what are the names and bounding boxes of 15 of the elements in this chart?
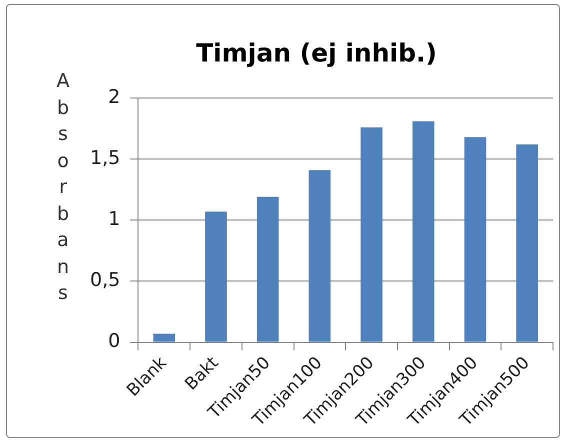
bar	[205, 212, 227, 342]
chart-title: Timjan (ej inhib.)	[196, 38, 437, 68]
y-tick-label: 1	[108, 208, 120, 230]
bar	[153, 334, 176, 342]
bar	[412, 121, 434, 342]
bar	[308, 170, 331, 342]
bar	[256, 196, 279, 342]
y-tick-label: 1,5	[90, 147, 120, 170]
bar	[516, 144, 538, 342]
bar	[464, 137, 486, 342]
text: Absorbans	[56, 70, 70, 304]
y-tick-label: 0	[108, 330, 120, 352]
y-tick-label: 0,5	[90, 269, 120, 292]
y-tick-label: 2	[108, 86, 120, 108]
bar	[360, 127, 382, 342]
